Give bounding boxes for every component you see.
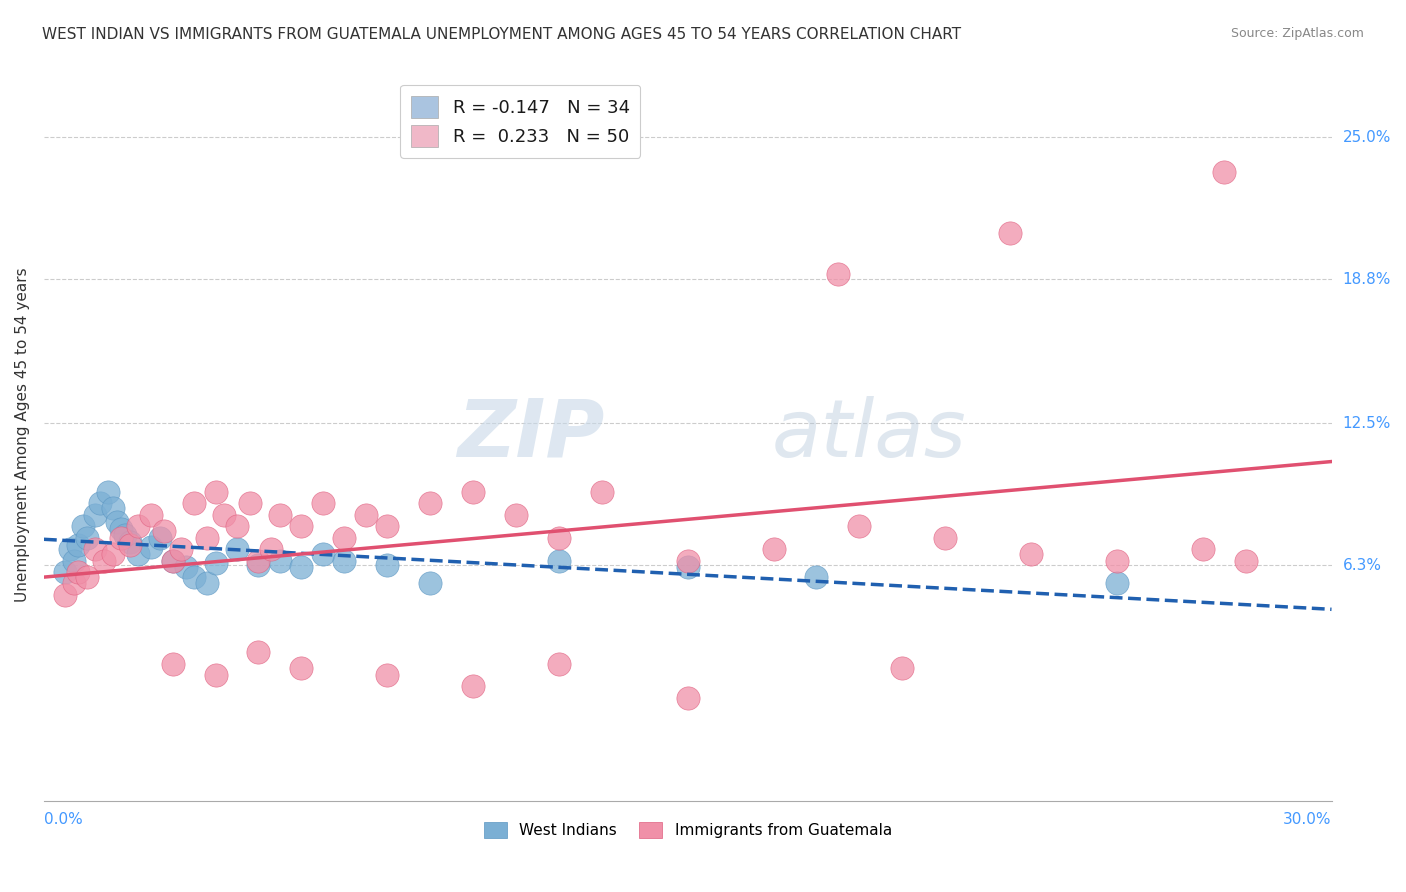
Point [183,569,205,583]
Point [375,519,398,533]
Point [127,547,149,561]
Point [153,524,176,538]
Point [269,508,291,522]
Point [461,484,484,499]
Point [97,484,120,499]
Point [290,519,312,533]
Text: atlas: atlas [772,396,966,474]
Point [226,542,249,557]
Point [76,531,98,545]
Point [891,661,914,675]
Point [419,576,441,591]
Point [114,528,136,542]
Point [204,668,226,682]
Point [1105,576,1128,591]
Text: 12.5%: 12.5% [1343,416,1391,431]
Point [934,531,956,545]
Point [63,576,86,591]
Point [375,558,398,573]
Point [548,531,571,545]
Text: 25.0%: 25.0% [1343,129,1391,145]
Point [676,690,699,705]
Point [127,519,149,533]
Point [76,569,98,583]
Point [548,657,571,671]
Point [53,565,76,579]
Point [174,560,197,574]
Text: 0.0%: 0.0% [44,813,83,827]
Point [1234,553,1257,567]
Point [93,553,115,567]
Point [998,227,1021,241]
Point [312,496,335,510]
Point [63,553,86,567]
Point [461,680,484,694]
Point [806,569,828,583]
Point [247,558,270,573]
Point [195,531,218,545]
Y-axis label: Unemployment Among Ages 45 to 54 years: Unemployment Among Ages 45 to 54 years [15,268,30,602]
Point [548,553,571,567]
Point [848,519,870,533]
Point [1191,542,1213,557]
Point [195,576,218,591]
Point [118,535,141,549]
Point [827,268,849,282]
Point [290,560,312,574]
Point [118,537,141,551]
Point [247,645,270,659]
Point [110,522,132,536]
Text: 6.3%: 6.3% [1343,558,1382,573]
Point [183,496,205,510]
Point [269,553,291,567]
Point [1019,547,1042,561]
Point [162,553,184,567]
Point [89,496,111,510]
Point [204,556,226,570]
Point [312,547,335,561]
Text: 30.0%: 30.0% [1284,813,1331,827]
Legend: West Indians, Immigrants from Guatemala: West Indians, Immigrants from Guatemala [478,816,898,845]
Point [419,496,441,510]
Point [591,484,613,499]
Point [84,508,107,522]
Point [1213,164,1236,178]
Point [72,519,94,533]
Point [1105,553,1128,567]
Text: ZIP: ZIP [457,396,605,474]
Point [101,500,124,515]
Text: WEST INDIAN VS IMMIGRANTS FROM GUATEMALA UNEMPLOYMENT AMONG AGES 45 TO 54 YEARS : WEST INDIAN VS IMMIGRANTS FROM GUATEMALA… [42,27,962,42]
Text: 18.8%: 18.8% [1343,271,1391,286]
Point [260,542,283,557]
Point [333,553,356,567]
Point [59,542,82,557]
Point [212,508,235,522]
Point [67,537,90,551]
Point [290,661,312,675]
Point [170,542,193,557]
Point [101,547,124,561]
Point [67,565,90,579]
Point [105,515,128,529]
Point [141,508,163,522]
Point [162,657,184,671]
Point [676,560,699,574]
Point [226,519,249,533]
Point [204,484,226,499]
Point [84,542,107,557]
Point [239,496,262,510]
Point [141,540,163,554]
Point [53,588,76,602]
Point [354,508,377,522]
Point [505,508,527,522]
Text: Source: ZipAtlas.com: Source: ZipAtlas.com [1230,27,1364,40]
Point [247,553,270,567]
Point [762,542,785,557]
Point [676,553,699,567]
Point [110,531,132,545]
Point [375,668,398,682]
Point [162,553,184,567]
Point [333,531,356,545]
Point [149,531,172,545]
